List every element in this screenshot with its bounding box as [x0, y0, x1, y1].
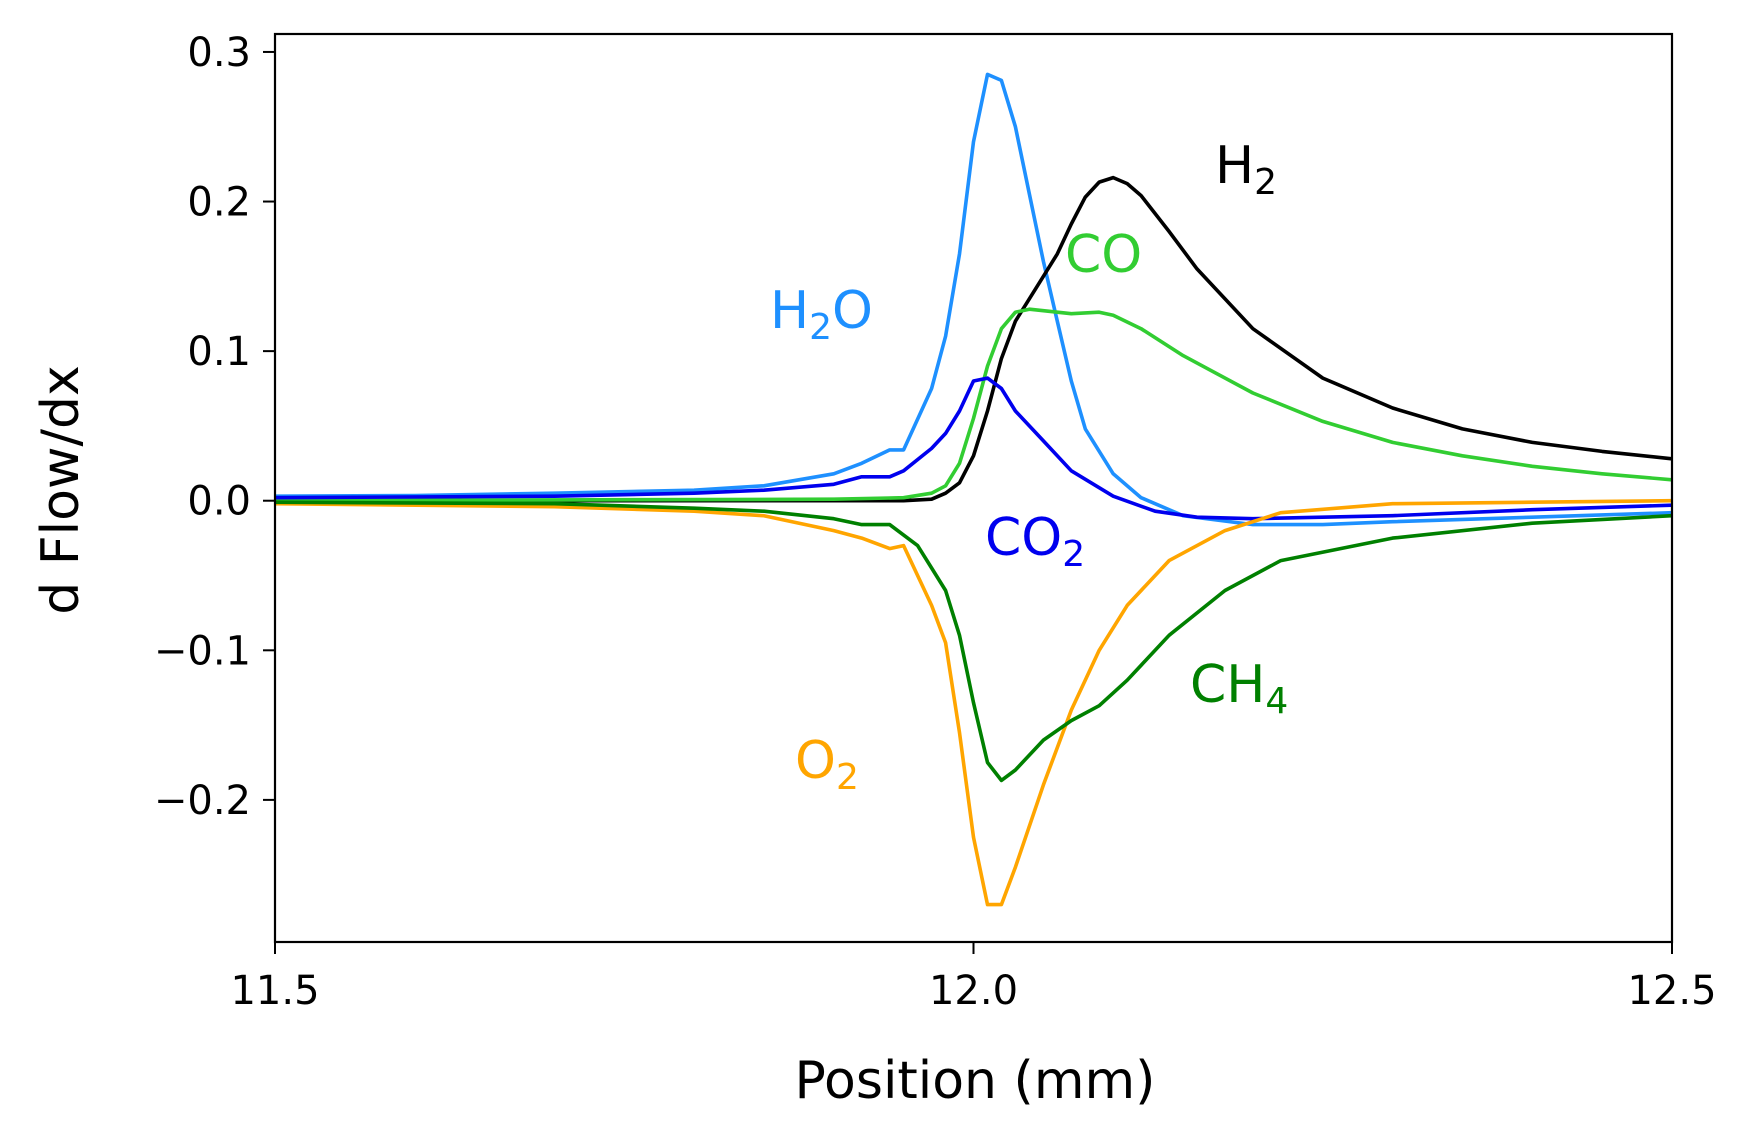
series-line-co [274, 307, 1673, 503]
series-line-co2 [274, 376, 1673, 521]
series-label-o2: O2 [795, 731, 859, 798]
y-axis-title: d Flow/dx [31, 365, 91, 615]
x-axis-title: Position (mm) [795, 1051, 1156, 1111]
x-tick-label: 11.5 [230, 968, 319, 1014]
x-tick-label: 12.0 [929, 968, 1018, 1014]
y-tick-label: 0.0 [187, 479, 251, 525]
y-tick-label: −0.2 [154, 778, 251, 824]
y-tick-label: 0.1 [187, 329, 251, 375]
plot-frame [273, 32, 1674, 944]
series-line-h2 [275, 175, 1673, 503]
y-tick-label: −0.1 [154, 628, 251, 674]
series-labels: H2O H2 CO CO2 O2 CH4 [770, 136, 1288, 798]
y-tick-label: 0.2 [187, 180, 251, 226]
series-label-h2o: H2O [770, 281, 873, 348]
x-tick-label: 12.5 [1627, 968, 1716, 1014]
series-line-ch4 [274, 500, 1673, 783]
series-label-co: CO [1065, 225, 1142, 285]
y-axis: −0.2 −0.1 0.0 0.1 0.2 0.3 [154, 30, 275, 824]
plot-lines [274, 72, 1673, 907]
x-axis: 11.5 12.0 12.5 [230, 942, 1717, 1014]
series-label-co2: CO2 [985, 508, 1085, 575]
y-tick-label: 0.3 [187, 30, 251, 76]
series-line-o2 [274, 498, 1673, 907]
series-label-ch4: CH4 [1190, 655, 1288, 722]
series-label-h2: H2 [1215, 136, 1277, 203]
